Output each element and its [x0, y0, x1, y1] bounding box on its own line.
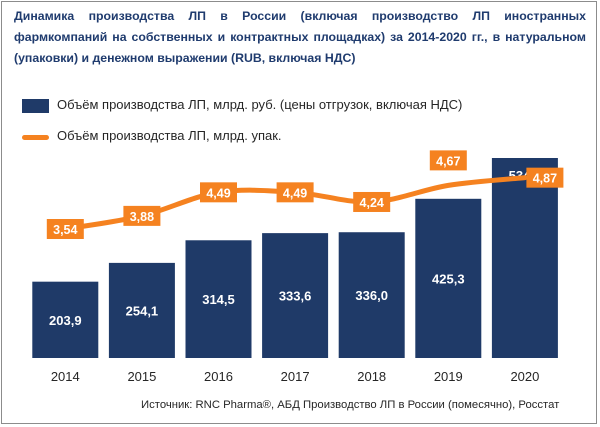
legend-bar-swatch — [22, 99, 49, 113]
x-tick-label-2014: 2014 — [51, 369, 80, 384]
line-label-box-2019 — [429, 150, 467, 171]
line-value-label-2017: 4,49 — [283, 186, 307, 200]
legend-line-swatch — [22, 135, 49, 140]
line-value-label-2020: 4,87 — [533, 172, 557, 186]
legend-line-label: Объём производства ЛП, млрд. упак. — [57, 128, 282, 143]
chart-title: Динамика производства ЛП в России (включ… — [14, 9, 586, 65]
bar-value-label-2018: 336,0 — [355, 288, 388, 303]
line-label-box-2018 — [353, 191, 391, 212]
bar-2015 — [108, 262, 175, 358]
x-tick-label-2018: 2018 — [357, 369, 386, 384]
bar-value-label-2015: 254,1 — [126, 303, 159, 318]
line-value-label-2019: 4,67 — [436, 154, 460, 168]
line-value-label-2016: 4,49 — [206, 186, 230, 200]
bar-2016 — [185, 240, 252, 358]
line-label-box-2017 — [276, 182, 314, 203]
line-label-box-2016 — [200, 182, 237, 203]
line-label-box-2015 — [123, 205, 161, 226]
line-value-label-2014: 3,54 — [53, 223, 77, 237]
bar-2014 — [32, 281, 99, 358]
bar-value-label-2016: 314,5 — [202, 292, 235, 307]
bar-2017 — [262, 233, 329, 358]
legend-bar-label: Объём производства ЛП, млрд. руб. (цены … — [57, 97, 463, 112]
line-label-box-2020 — [526, 167, 564, 188]
x-tick-label-2016: 2016 — [204, 369, 233, 384]
chart-source: Источник: RNC Pharma®, АБД Производство … — [141, 399, 560, 411]
bar-value-label-2014: 203,9 — [49, 313, 82, 328]
x-tick-label-2017: 2017 — [281, 369, 310, 384]
line-value-label-2018: 4,24 — [360, 196, 384, 210]
bar-2018 — [338, 232, 405, 358]
bar-value-label-2017: 333,6 — [279, 289, 312, 304]
x-tick-label-2015: 2015 — [127, 369, 156, 384]
bar-2020 — [491, 158, 558, 358]
x-tick-label-2020: 2020 — [510, 369, 539, 384]
bar-value-label-2019: 425,3 — [432, 271, 465, 286]
bar-2019 — [415, 198, 482, 358]
line-label-box-2014 — [46, 219, 84, 239]
line-value-label-2015: 3,88 — [130, 210, 154, 224]
x-tick-label-2019: 2019 — [434, 369, 463, 384]
